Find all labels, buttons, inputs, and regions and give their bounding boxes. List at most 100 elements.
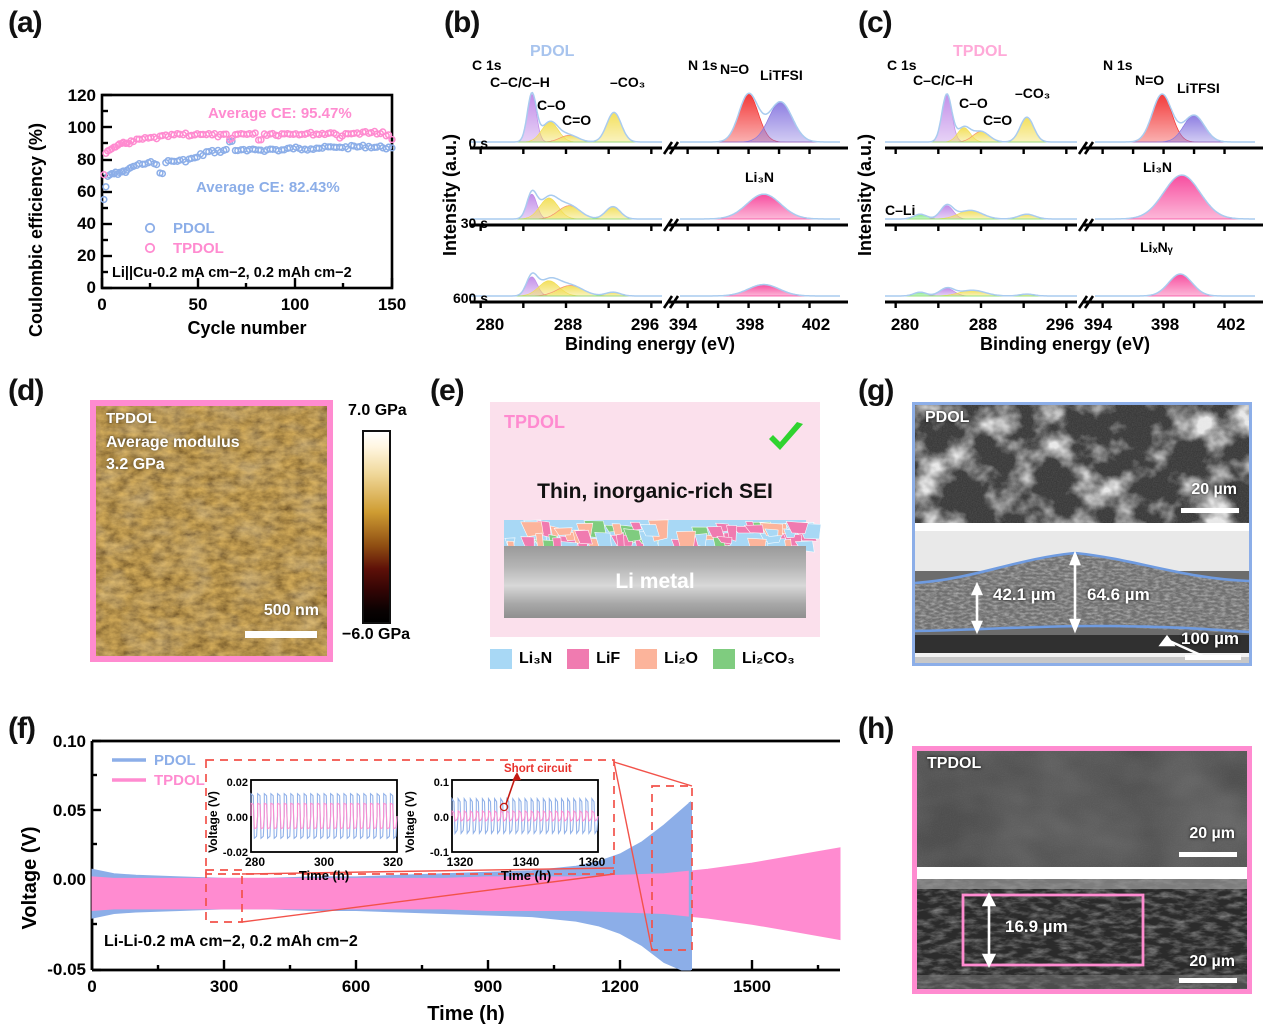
- panel-a-xtick-150: 150: [378, 295, 406, 314]
- panel-b-peak-neqo: N=O: [720, 61, 749, 77]
- panel-a-ytick-40: 40: [77, 214, 96, 233]
- panel-b-peak-cc: C–C/C–H: [490, 74, 550, 90]
- panel-d-colorbar-min: −6.0 GPa: [342, 626, 411, 643]
- panel-c-xtick-394: 394: [1084, 315, 1113, 334]
- panel-f-ylabel: Voltage (V): [19, 827, 41, 930]
- panel-g-bottom-scalebar-label: 100 µm: [1181, 629, 1239, 648]
- panel-f-ytick-010: 0.10: [53, 732, 86, 751]
- panel-c-peak-cli: C–Li: [885, 202, 915, 218]
- inset1-ytick-000: 0.00: [227, 812, 248, 824]
- inset2-xtick-1360: 1360: [579, 855, 606, 869]
- inset1-xtick-320: 320: [383, 855, 403, 869]
- panel-c-ylabel: Intensity (a.u.): [855, 134, 875, 256]
- panel-f-legend-tpdol: TPDOL: [154, 772, 205, 789]
- panel-c-xtick-402: 402: [1217, 315, 1245, 334]
- panel-c-xtick-288: 288: [969, 315, 997, 334]
- panel-f-xtick-1200: 1200: [601, 977, 639, 996]
- panel-c-region-right: N 1s: [1103, 57, 1133, 73]
- panel-a-ytick-100: 100: [68, 118, 96, 137]
- panel-g-top-scalebar: [1181, 508, 1239, 513]
- panel-c-sample: TPDOL: [953, 43, 1007, 60]
- panel-a-xtick-0: 0: [97, 295, 106, 314]
- panel-b-row-label-0s: 0 s: [469, 135, 489, 151]
- panel-label-h: (h): [858, 712, 894, 745]
- panel-h-measure-1: 16.9 µm: [1005, 917, 1068, 936]
- panel-f-callout-region2: [651, 785, 693, 951]
- panel-c-peak-co: C–O: [959, 95, 988, 111]
- panel-d-sample-label: TPDOL: [106, 410, 157, 427]
- panel-e-sample-label: TPDOL: [504, 412, 565, 432]
- panel-e-substrate-label: Li metal: [615, 570, 695, 593]
- panel-e-li-metal: Li metal: [504, 546, 806, 618]
- panel-f-xtick-0: 0: [87, 977, 96, 996]
- inset2-ylabel: Voltage (V): [403, 791, 417, 853]
- panel-e-legend: Li₃N LiF Li₂O Li₂CO₃: [490, 644, 830, 674]
- panel-a-ytick-20: 20: [77, 246, 96, 265]
- panel-b-peak-litfsi: LiTFSI: [760, 67, 803, 83]
- panel-b-region-right: N 1s: [688, 57, 718, 73]
- panel-a-ytick-120: 120: [68, 86, 96, 105]
- panel-label-b: (b): [444, 6, 480, 39]
- panel-g-top-scalebar-label: 20 µm: [1191, 481, 1237, 498]
- panel-h-sem-cross-section: 16.9 µm 20 µm: [917, 879, 1247, 989]
- panel-f-chart: Voltage (V) 0.10 0.05 0.00 -0.05: [0, 718, 855, 1034]
- panel-b-row-label-600s: 600 s: [453, 290, 488, 306]
- panel-label-f: (f): [8, 712, 36, 745]
- panel-a-ylabel: Coulombic efficiency (%): [26, 123, 46, 337]
- panel-h-sem-group: TPDOL 20 µm 16.9 µm 20 µm: [912, 746, 1252, 994]
- panel-g-measure-2: 64.6 µm: [1087, 585, 1150, 604]
- panel-g-sem-top: PDOL 20 µm: [915, 405, 1249, 523]
- inset1-ytick-002: 0.02: [227, 777, 248, 789]
- panel-e-schematic: TPDOL Thin, inorganic-rich SEI Li metal: [490, 402, 822, 637]
- panel-label-a: (a): [8, 6, 43, 39]
- panel-a-annotation-pdol: Average CE: 82.43%: [196, 179, 340, 196]
- panel-b-row-label-30s: 30 s: [461, 215, 488, 231]
- inset2-xtick-1320: 1320: [447, 855, 474, 869]
- panel-a-legend-tpdol: TPDOL: [173, 240, 224, 257]
- panel-c-peak-neqo: N=O: [1135, 72, 1164, 88]
- inset2-ytick-01: 0.1: [434, 777, 449, 789]
- legend-marker-pdol: [144, 222, 156, 234]
- panel-e-headline: Thin, inorganic-rich SEI: [537, 480, 773, 503]
- panel-b-xtick-296: 296: [631, 315, 659, 334]
- legend-swatch-li3n: [490, 649, 512, 669]
- panel-f-ytick-005: 0.05: [53, 801, 86, 820]
- panel-h-sample-label: TPDOL: [927, 755, 982, 772]
- panel-a-datapoints: [100, 127, 396, 204]
- panel-h-top-scalebar: [1179, 852, 1237, 857]
- inset2-traces: [451, 796, 599, 836]
- panel-d-overlay-line1: Average modulus: [106, 434, 240, 451]
- inset2-xtick-1340: 1340: [513, 855, 540, 869]
- inset1-ytick--002: -0.02: [223, 847, 248, 859]
- panel-a-xlabel: Cycle number: [187, 318, 306, 338]
- legend-label-li2co3: Li₂CO₃: [741, 650, 795, 667]
- panel-h-top-scalebar-label: 20 µm: [1189, 825, 1235, 842]
- panel-c-region-left: C 1s: [887, 57, 917, 73]
- panel-b-spectra: [470, 91, 848, 309]
- panel-c-xtick-280: 280: [891, 315, 919, 334]
- inset1-xtick-300: 300: [314, 855, 334, 869]
- panel-f-ytick-000: 0.00: [53, 870, 86, 889]
- panel-b-xtick-280: 280: [476, 315, 504, 334]
- legend-swatch-li2o: [635, 649, 658, 669]
- panel-a-xtick-100: 100: [281, 295, 309, 314]
- panel-label-e: (e): [430, 374, 465, 407]
- legend-label-li3n: Li₃N: [519, 650, 553, 667]
- panel-f-xlabel: Time (h): [427, 1003, 504, 1025]
- inset2-annotation-short-circuit: Short circuit: [504, 763, 572, 775]
- panel-c-peak-lixny: LiₓNᵧ: [1140, 239, 1174, 255]
- panel-b-xlabel: Binding energy (eV): [565, 334, 735, 354]
- inset1-xtick-280: 280: [245, 855, 265, 869]
- panel-c-peak-co3: –CO₃: [1015, 85, 1050, 101]
- panel-b-ylabel: Intensity (a.u.): [440, 134, 460, 256]
- panel-h-bottom-scalebar-label: 20 µm: [1189, 953, 1235, 970]
- inset2-ytick--01: -0.1: [430, 847, 449, 859]
- panel-label-c: (c): [858, 6, 893, 39]
- inset2-annotation-arrow: [499, 772, 521, 812]
- panel-h-bottom-scalebar: [1179, 978, 1237, 983]
- panel-g-measure-1: 42.1 µm: [993, 585, 1056, 604]
- panel-f-inset-2: Voltage (V) 0.1 0.0 -0.1 1320 1340 1360 …: [403, 758, 610, 883]
- panel-g-sem-group: PDOL 20 µm: [912, 402, 1252, 666]
- inset1-ylabel: Voltage (V): [206, 791, 220, 853]
- panel-f-xtick-600: 600: [342, 977, 370, 996]
